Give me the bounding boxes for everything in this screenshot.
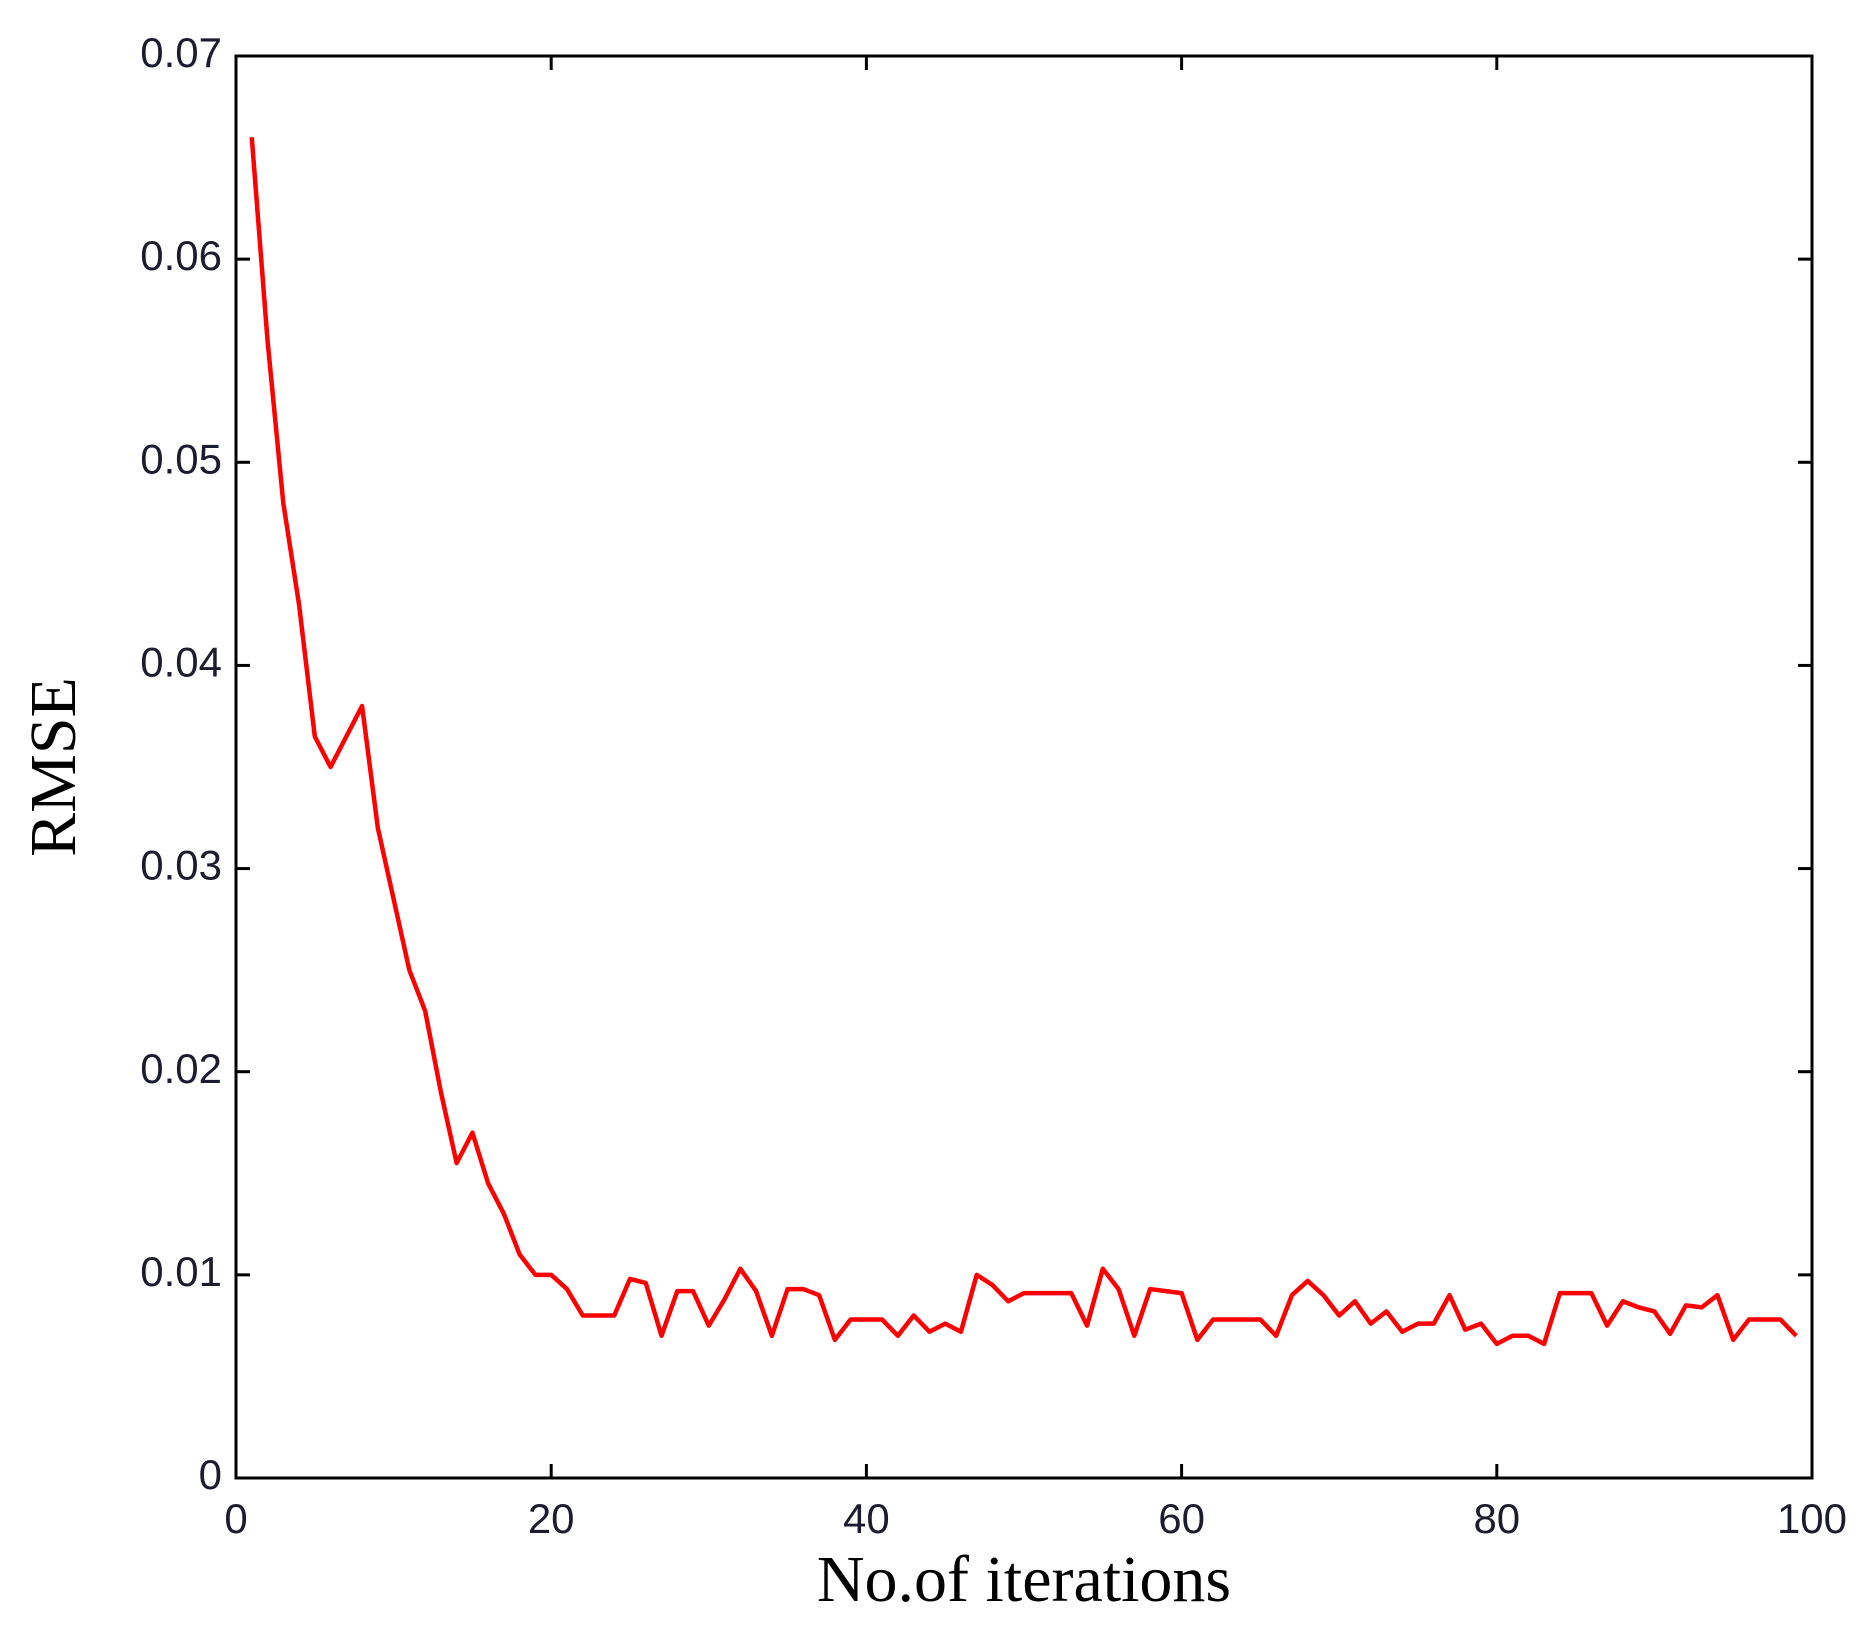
y-tick-label: 0.06 (140, 232, 222, 279)
y-tick-label: 0.03 (140, 842, 222, 889)
plot-frame (234, 54, 1814, 1480)
y-tick-label: 0.07 (140, 29, 222, 76)
y-tick-label: 0.05 (140, 435, 222, 482)
x-tick-label: 0 (224, 1495, 247, 1542)
x-tick-label: 40 (843, 1495, 890, 1542)
y-tick-label: 0.02 (140, 1045, 222, 1092)
y-tick-label: 0.04 (140, 639, 222, 686)
data-line (249, 137, 1798, 1347)
y-axis-label: RMSE (17, 677, 90, 857)
x-tick-label: 80 (1473, 1495, 1520, 1542)
y-tick-label: 0.01 (140, 1248, 222, 1295)
x-tick-label: 20 (528, 1495, 575, 1542)
x-axis-label: No.of iterations (817, 1543, 1231, 1616)
y-tick-label: 0 (199, 1451, 222, 1498)
x-tick-label: 60 (1158, 1495, 1205, 1542)
x-tick-label: 100 (1777, 1495, 1847, 1542)
